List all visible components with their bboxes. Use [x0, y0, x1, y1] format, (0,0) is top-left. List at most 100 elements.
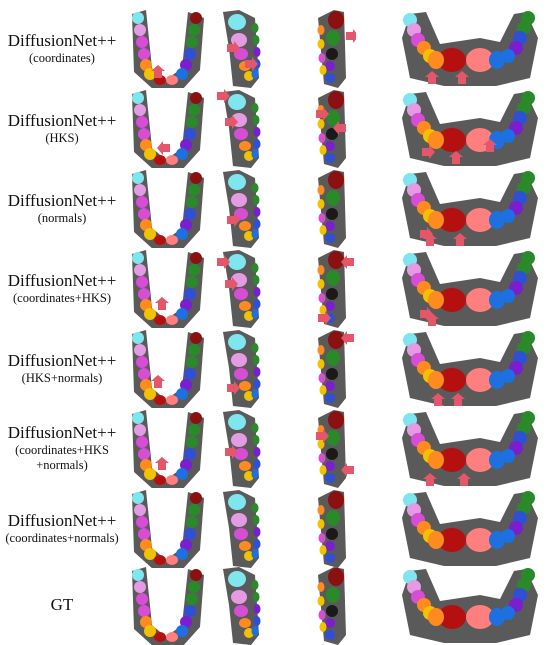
tooth [251, 626, 259, 636]
error-arrow-icon [341, 331, 354, 345]
tooth [251, 469, 259, 479]
tooth [253, 219, 261, 229]
tooth [318, 610, 326, 620]
tooth [325, 541, 335, 551]
tooth [328, 11, 344, 29]
occlusal-view-render [400, 8, 540, 88]
row-title: GT [50, 595, 74, 614]
tooth [239, 141, 251, 151]
tooth [239, 301, 251, 311]
tooth [154, 632, 166, 642]
left-view-render [215, 565, 277, 645]
row-label: DiffusionNet++ (normals) [0, 168, 124, 248]
tooth [326, 288, 338, 300]
tooth [140, 539, 152, 551]
error-arrow-icon [423, 233, 437, 246]
tooth [325, 630, 335, 640]
tooth [489, 211, 505, 229]
row-label: DiffusionNet++ (HKS) [0, 88, 124, 168]
tooth [252, 275, 260, 285]
tooth [138, 605, 150, 617]
tooth [138, 208, 150, 220]
tooth [438, 128, 466, 152]
tooth [438, 288, 466, 312]
tooth [251, 103, 259, 113]
tooth [228, 14, 246, 30]
tooth [319, 65, 327, 75]
front-view-render [126, 565, 210, 645]
left-view-render [215, 328, 277, 408]
tooth [252, 35, 260, 45]
tooth [140, 616, 152, 628]
tooth [252, 115, 260, 125]
tooth [234, 288, 248, 300]
tooth [489, 531, 505, 549]
error-arrow-icon [151, 65, 165, 78]
tooth [328, 251, 344, 269]
tooth [244, 471, 254, 481]
right-view-render [308, 328, 356, 408]
tooth [138, 448, 150, 460]
tooth [328, 491, 344, 509]
tooth [253, 139, 261, 149]
tooth [489, 291, 505, 309]
tooth [251, 229, 259, 239]
tooth [188, 424, 200, 436]
tooth [166, 555, 178, 565]
tooth [253, 127, 261, 137]
tooth [180, 59, 192, 71]
tooth [318, 213, 326, 223]
tooth [326, 605, 338, 617]
tooth [326, 270, 340, 286]
tooth [132, 252, 144, 264]
tooth [318, 453, 326, 463]
tooth [188, 184, 200, 196]
result-row: DiffusionNet++ (coordinates+HKS) [0, 248, 550, 328]
tooth [466, 288, 494, 312]
tooth [144, 388, 156, 400]
error-arrow-icon [157, 141, 170, 155]
tooth [136, 593, 148, 605]
row-label: DiffusionNet++ (coordinates+normals) [0, 488, 124, 568]
tooth [319, 385, 327, 395]
tooth [234, 208, 248, 220]
tooth [251, 343, 259, 353]
front-view-render [126, 328, 210, 408]
tooth [319, 465, 327, 475]
tooth [134, 24, 146, 36]
tooth [228, 494, 246, 510]
error-arrow-icon [151, 375, 165, 388]
tooth [489, 608, 505, 626]
tooth [186, 356, 198, 368]
tooth [190, 412, 202, 424]
tooth [253, 527, 261, 537]
tooth [438, 368, 466, 392]
occlusal-view-render [400, 248, 540, 328]
tooth [190, 492, 202, 504]
left-view-render [215, 248, 277, 328]
row-subtitle: (coordinates) [29, 50, 95, 65]
row-label: DiffusionNet++ (coordinates+HKS +normals) [0, 408, 124, 488]
tooth [317, 345, 325, 355]
left-view-render [215, 8, 277, 88]
tooth [166, 632, 178, 642]
tooth [319, 545, 327, 555]
tooth [428, 451, 444, 469]
tooth [138, 48, 150, 60]
tooth [136, 276, 148, 288]
error-arrow-icon [422, 145, 435, 159]
tooth [184, 48, 196, 60]
right-view-render [308, 168, 356, 248]
tooth [253, 379, 261, 389]
tooth [132, 12, 144, 24]
tooth [251, 69, 259, 79]
tooth [180, 379, 192, 391]
tooth [180, 139, 192, 151]
front-view-render [126, 168, 210, 248]
tooth [317, 359, 325, 369]
front-view-render [126, 88, 210, 168]
tooth [328, 568, 344, 586]
tooth [428, 291, 444, 309]
tooth [184, 528, 196, 540]
error-arrow-icon [225, 115, 238, 129]
